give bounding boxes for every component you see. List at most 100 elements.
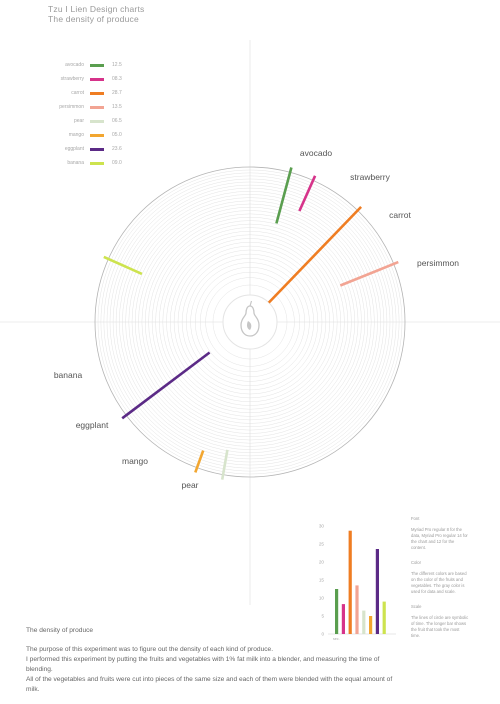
- legend-label: banana: [67, 160, 84, 166]
- legend-value: 09.0: [112, 160, 122, 166]
- center-disc: [222, 294, 278, 350]
- grid-circle: [158, 230, 342, 414]
- legend-value: 28.7: [112, 90, 122, 96]
- bar-eggplant: [121, 351, 211, 420]
- notes-panel: Font Myriad Pro regular 8 for the data, …: [411, 516, 469, 648]
- grid-circle: [212, 284, 288, 360]
- grid-circle: [194, 267, 305, 378]
- grid-circle: [155, 227, 345, 417]
- small-bar-banana: [382, 601, 386, 634]
- legend-value: 13.5: [112, 104, 122, 110]
- legend-value: 23.6: [112, 146, 122, 152]
- grid-circle: [141, 213, 359, 431]
- legend-label: carrot: [71, 90, 84, 96]
- small-bar-eggplant: [375, 549, 379, 634]
- label-pear: pear: [181, 480, 198, 490]
- grid-circle: [166, 238, 334, 406]
- bar-banana: [103, 255, 143, 276]
- grid-circle: [131, 203, 369, 441]
- grid-circle: [115, 187, 385, 457]
- legend-item: mango 05.0: [46, 129, 136, 143]
- grid-circle: [138, 210, 362, 434]
- bar-chart: 0 5 10 15 20 25 30 sec.: [319, 524, 396, 641]
- grid-circle: [177, 249, 323, 395]
- description-paragraph-1: The purpose of this experiment was to fi…: [26, 646, 274, 653]
- grid-circle: [122, 194, 378, 450]
- small-bar-strawberry: [341, 604, 345, 634]
- small-bar-persimmon: [355, 585, 359, 634]
- legend-item: strawberry 08.3: [46, 73, 136, 87]
- legend-item: pear 06.5: [46, 115, 136, 129]
- notes-font-heading: Font: [411, 516, 420, 521]
- y-tick-label: 15: [319, 578, 325, 583]
- small-bar-avocado: [335, 589, 339, 634]
- legend-label: strawberry: [60, 76, 84, 82]
- grid-circle: [109, 181, 391, 463]
- grid-circle: [186, 258, 314, 386]
- bar-avocado: [275, 167, 293, 224]
- notes-color-heading: Color: [411, 560, 422, 565]
- pear-icon: [240, 300, 260, 337]
- grid-circle: [97, 169, 403, 475]
- page-title: Tzu I Lien Design charts: [48, 4, 145, 14]
- legend: avocado 12.5 strawberry 08.3 carrot 28.7 persi…: [46, 59, 136, 171]
- grid-circle: [134, 206, 366, 438]
- small-bar-mango: [369, 616, 373, 634]
- grid-circle: [100, 172, 400, 472]
- legend-swatch: [90, 134, 104, 137]
- grid-circle: [181, 253, 319, 391]
- description: The density of produce The purpose of th…: [26, 626, 404, 695]
- legend-label: pear: [73, 118, 84, 124]
- y-tick-label: 0: [321, 632, 324, 637]
- legend-label: mango: [68, 132, 84, 138]
- label-mango: mango: [122, 456, 148, 466]
- bar-mango: [194, 450, 205, 473]
- y-tick-label: 30: [319, 524, 325, 529]
- grid-circle: [173, 245, 327, 399]
- grid-circle: [151, 223, 349, 421]
- y-tick-label: 25: [319, 542, 325, 547]
- legend-swatch: [90, 78, 104, 81]
- page-subtitle: The density of produce: [48, 14, 139, 24]
- legend-item: banana 09.0: [46, 157, 136, 171]
- small-bar-carrot: [348, 530, 352, 634]
- legend-value: 12.5: [112, 62, 122, 68]
- description-title: The density of produce: [26, 627, 94, 634]
- grid-circle: [94, 166, 406, 478]
- grid-circle: [128, 200, 372, 444]
- grid-circle: [144, 216, 356, 428]
- radial-grid: [94, 166, 406, 478]
- legend-swatch: [90, 92, 104, 95]
- legend-swatch: [90, 162, 104, 165]
- legend-swatch: [90, 106, 104, 109]
- y-tick-label: 5: [321, 614, 324, 619]
- legend-value: 05.0: [112, 132, 122, 138]
- bar-carrot: [267, 205, 363, 304]
- bar-persimmon: [339, 260, 399, 287]
- grid-circle: [112, 184, 388, 460]
- y-tick-label: 20: [319, 560, 325, 565]
- grid-circle: [169, 241, 331, 403]
- description-paragraph-2: I performed this experiment by putting t…: [26, 656, 380, 673]
- notes-font-text: Myriad Pro regular 8 for the data, Myria…: [411, 527, 468, 550]
- legend-label: persimmon: [59, 104, 84, 110]
- legend-swatch: [90, 64, 104, 67]
- grid-circle: [199, 272, 300, 373]
- label-carrot: carrot: [389, 210, 411, 220]
- grid-circle: [148, 220, 352, 424]
- x-axis-label: sec.: [333, 637, 340, 641]
- legend-value: 08.3: [112, 76, 122, 82]
- grid-circle: [103, 175, 397, 469]
- label-avocado: avocado: [300, 148, 332, 158]
- legend-swatch: [90, 120, 104, 123]
- legend-label: avocado: [65, 62, 84, 68]
- label-eggplant: eggplant: [76, 420, 109, 430]
- grid-circle: [125, 197, 375, 447]
- grid-circle: [119, 191, 381, 453]
- legend-item: avocado 12.5: [46, 59, 136, 73]
- bar-pear: [220, 449, 229, 480]
- bar-strawberry: [298, 175, 317, 212]
- legend-item: eggplant 23.6: [46, 143, 136, 157]
- legend-swatch: [90, 148, 104, 151]
